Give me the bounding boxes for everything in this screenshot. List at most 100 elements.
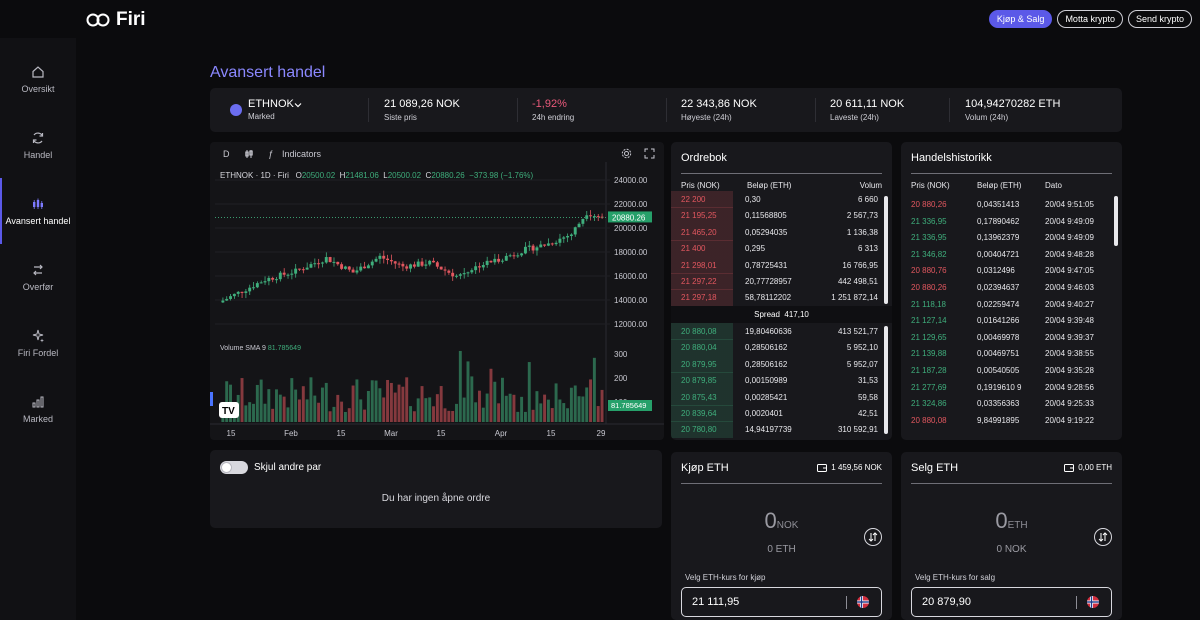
chevron-down-icon[interactable]: [294, 101, 302, 109]
volume-bar: [581, 396, 585, 422]
send-crypto-button[interactable]: Send krypto: [1127, 10, 1192, 28]
volume-bar: [271, 408, 275, 422]
indicators-button[interactable]: Indicators: [282, 149, 322, 159]
candle: [393, 261, 397, 264]
candle: [389, 260, 393, 262]
candle: [309, 264, 313, 268]
bid-row[interactable]: 20 880,04 0,28506162 5 952,10: [671, 339, 892, 357]
candle: [508, 255, 512, 257]
candle: [481, 264, 485, 268]
swap-icon: [1098, 532, 1108, 542]
ask-row[interactable]: 21 195,25 0,11568805 2 567,73: [671, 207, 892, 225]
candle: [225, 298, 229, 301]
interval-button[interactable]: D: [223, 149, 230, 159]
candle: [466, 272, 470, 274]
ask-row[interactable]: 21 297,18 58,78112202 1 251 872,14: [671, 289, 892, 307]
sidebar-item-label: Avansert handel: [5, 215, 71, 226]
sell-balance: 0,00 ETH: [1064, 463, 1112, 472]
sell-swap-button[interactable]: [1094, 528, 1112, 546]
price-chart[interactable]: 24000.00 22000.00 20000.00 18000.00 16000.00…: [210, 142, 664, 440]
candle: [229, 296, 232, 299]
volume-bar: [240, 378, 244, 422]
norway-flag-icon[interactable]: [1087, 596, 1099, 608]
price-tick-label: 12000.00: [614, 320, 648, 329]
bid-row[interactable]: 20 875,43 0,00285421 59,58: [671, 388, 892, 406]
volume-bar: [550, 408, 554, 422]
volume-bar: [428, 397, 432, 422]
bid-row[interactable]: 20 780,80 14,94197739 310 592,91: [671, 421, 892, 439]
firi-logo[interactable]: Firi: [86, 9, 146, 31]
volume-bar: [405, 377, 409, 422]
buy-swap-button[interactable]: [864, 528, 882, 546]
chart-canvas[interactable]: 24000.00 22000.00 20000.00 18000.00 16000.00…: [210, 142, 664, 440]
volume-bar: [313, 395, 317, 422]
ask-row[interactable]: 21 400 0,295 6 313: [671, 240, 892, 258]
volume-bar: [393, 392, 397, 422]
pair-selector[interactable]: ETHNOK: [248, 98, 294, 110]
price-tick-label: 24000.00: [614, 176, 648, 185]
volume-bar: [370, 380, 374, 422]
history-header-price: Pris (NOK): [911, 181, 950, 190]
sell-amount-input[interactable]: 0ETH: [995, 508, 1028, 533]
bid-row[interactable]: 20 839,64 0,0020401 42,51: [671, 405, 892, 422]
volume-bar: [508, 393, 512, 422]
ask-row[interactable]: 21 465,20 0,05294035 1 136,38: [671, 223, 892, 241]
trade-row: 20 880,08 9,84991895 20/04 9:19:22: [911, 415, 1094, 425]
fullscreen-icon[interactable]: [644, 148, 655, 159]
candle: [504, 255, 508, 261]
price-tick-label: 16000.00: [614, 272, 648, 281]
trade-row: 21 324,86 0,03356363 20/04 9:25:33: [911, 399, 1094, 409]
candle: [512, 255, 516, 257]
bid-row[interactable]: 20 880,08 19,80460636 413 521,77: [671, 323, 892, 340]
asks-scrollbar[interactable]: [884, 196, 888, 304]
candle: [478, 266, 481, 268]
candle: [543, 244, 547, 246]
history-scrollbar[interactable]: [1114, 196, 1118, 246]
sidebar-item-marked[interactable]: Marked: [0, 376, 76, 442]
candle: [328, 257, 332, 263]
sidebar-item-oversikt[interactable]: Oversikt: [0, 46, 76, 112]
buy-sell-button[interactable]: Kjøp & Salg: [988, 10, 1053, 28]
hide-other-pairs-label: Skjul andre par: [254, 462, 322, 473]
volume-bar: [298, 399, 301, 422]
volume-bar: [577, 396, 581, 422]
ask-row[interactable]: 22 200 0,30 6 660: [671, 191, 892, 208]
sidebar-item-firi-fordel[interactable]: Firi Fordel: [0, 310, 76, 376]
x-tick-label: 15: [547, 429, 556, 438]
buy-amount-input[interactable]: 0NOK: [764, 508, 799, 533]
candle: [282, 272, 286, 275]
volume-bar: [569, 387, 573, 422]
buy-rate-input[interactable]: 21 111,95: [681, 587, 882, 617]
candle: [236, 291, 240, 294]
firi-logo-icon: [86, 13, 110, 27]
volume-bar: [520, 396, 524, 422]
volume-bar: [282, 396, 286, 422]
history-header-date: Dato: [1045, 181, 1062, 190]
wallet-icon: [817, 464, 828, 472]
sidebar-item-handel[interactable]: Handel: [0, 112, 76, 178]
receive-crypto-button[interactable]: Motta krypto: [1057, 10, 1123, 28]
candle: [420, 261, 424, 266]
candle: [355, 270, 359, 273]
volume-bar: [531, 409, 535, 422]
bid-row[interactable]: 20 879,85 0,00150989 31,53: [671, 372, 892, 390]
bids-scrollbar[interactable]: [884, 326, 888, 434]
ask-row[interactable]: 21 298,01 0,78725431 16 766,95: [671, 256, 892, 274]
hide-other-pairs-toggle[interactable]: [220, 461, 248, 474]
buy-converted-amount: 0 ETH: [767, 544, 796, 555]
chart-type-icon[interactable]: [244, 149, 254, 159]
volume-bar: [489, 368, 493, 422]
sidebar-item-overfor[interactable]: Overfør: [0, 244, 76, 310]
volume-bar: [447, 410, 451, 422]
norway-flag-icon[interactable]: [857, 596, 869, 608]
volume-bar: [409, 406, 412, 422]
ask-row[interactable]: 21 297,22 20,77728957 442 498,51: [671, 273, 892, 290]
candle: [416, 261, 420, 267]
sidebar-item-avansert-handel[interactable]: Avansert handel: [0, 178, 76, 244]
candle: [592, 216, 596, 218]
gear-icon[interactable]: [621, 148, 632, 159]
volume-bar: [382, 397, 386, 422]
volume-bar: [278, 394, 282, 422]
bid-row[interactable]: 20 879,95 0,28506162 5 952,07: [671, 355, 892, 373]
sell-rate-input[interactable]: 20 879,90: [911, 587, 1112, 617]
